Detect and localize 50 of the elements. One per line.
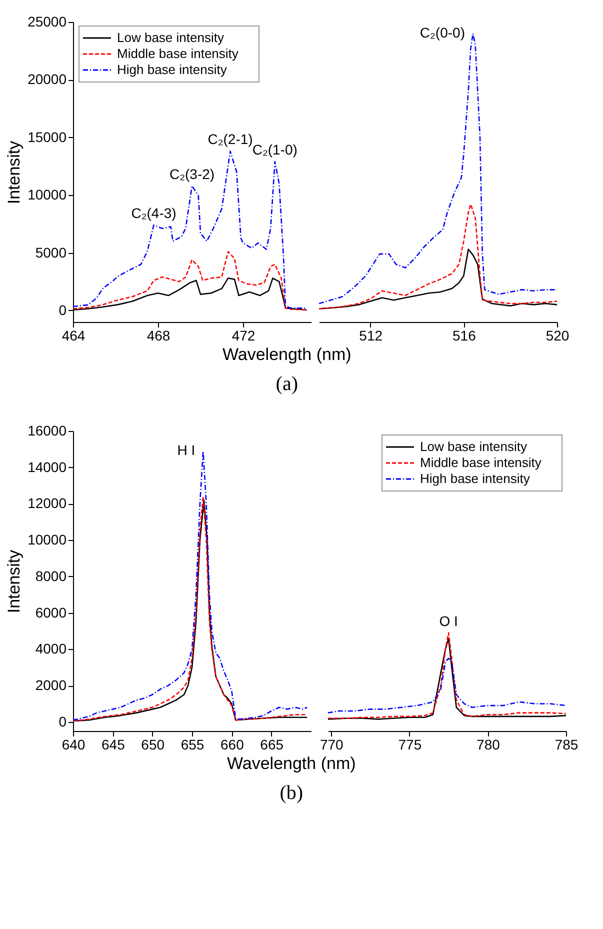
annotation: C₂(3-2) [169,166,215,182]
x-tick-label: 650 [141,736,165,752]
text: (b) [280,782,304,804]
legend-label: High base intensity [117,62,228,77]
y-tick-label: 10000 [28,186,67,203]
y-tick-label: 14000 [28,458,67,475]
y-axis-title: Intensity [4,549,24,614]
x-axis-title: Wavelength (nm) [226,754,356,773]
text: (a) [276,373,298,395]
x-tick-label: 464 [62,328,86,344]
x-tick-label: 512 [359,328,383,344]
annotation: C₂(2-1) [208,131,253,148]
y-tick-label: 0 [58,302,67,318]
x-tick-label: 770 [320,736,344,752]
legend-label: Middle base intensity [420,455,542,470]
y-tick-label: 6000 [35,604,67,620]
x-tick-label: 472 [232,328,256,344]
y-tick-label: 25000 [28,14,67,30]
y-tick-label: 8000 [35,568,67,584]
y-tick-label: 0 [58,713,67,730]
x-tick-label: 665 [260,736,284,752]
y-tick-label: 12000 [28,495,67,512]
annotation: C₂(0-0) [420,24,465,41]
y-tick-label: 15000 [28,128,67,145]
legend-label: Low base intensity [117,30,224,45]
y-tick-label: 5000 [35,244,67,260]
y-tick-label: 2000 [35,677,67,694]
x-tick-label: 660 [220,736,244,752]
annotation: C₂(1-0) [252,142,298,158]
x-tick-label: 785 [554,736,578,752]
x-tick-label: 780 [476,736,500,752]
x-tick-label: 775 [398,736,422,752]
x-tick-label: 468 [146,328,170,344]
x-tick-label: 640 [62,736,86,752]
legend-label: Middle base intensity [117,46,239,61]
x-tick-label: 516 [452,328,476,344]
y-tick-label: 4000 [35,640,67,657]
x-axis-title: Wavelength (nm) [222,345,352,364]
x-tick-label: 520 [546,328,570,344]
y-tick-label: 20000 [28,71,67,88]
legend-label: High base intensity [420,471,530,486]
x-tick-label: 645 [101,736,126,752]
y-tick-label: 10000 [28,532,67,548]
annotation: O I [439,612,458,629]
legend-label: Low base intensity [420,439,528,454]
x-tick-label: 655 [180,736,204,752]
annotation: H I [177,442,196,458]
annotation: C₂(4-3) [131,205,176,222]
y-tick-label: 16000 [28,422,67,438]
y-axis-title: Intensity [4,140,24,204]
